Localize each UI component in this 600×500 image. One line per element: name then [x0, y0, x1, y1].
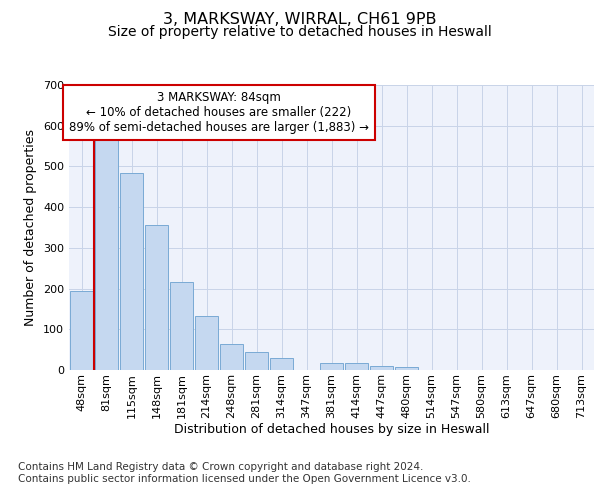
Bar	[95, 132, 118, 370]
Text: Distribution of detached houses by size in Heswall: Distribution of detached houses by size …	[174, 422, 490, 436]
Bar	[395, 366, 418, 370]
Bar	[245, 352, 268, 370]
Bar	[344, 363, 368, 370]
Bar	[145, 224, 169, 370]
Bar	[370, 366, 394, 370]
Bar	[170, 282, 193, 370]
Y-axis label: Number of detached properties: Number of detached properties	[25, 129, 37, 326]
Text: 3, MARKSWAY, WIRRAL, CH61 9PB: 3, MARKSWAY, WIRRAL, CH61 9PB	[163, 12, 437, 28]
Bar	[320, 363, 343, 370]
Bar	[194, 316, 218, 370]
Bar	[119, 174, 143, 370]
Bar	[220, 344, 244, 370]
Text: Size of property relative to detached houses in Heswall: Size of property relative to detached ho…	[108, 25, 492, 39]
Bar	[269, 358, 293, 370]
Bar	[70, 292, 94, 370]
Text: 3 MARKSWAY: 84sqm
← 10% of detached houses are smaller (222)
89% of semi-detache: 3 MARKSWAY: 84sqm ← 10% of detached hous…	[68, 90, 368, 134]
Text: Contains HM Land Registry data © Crown copyright and database right 2024.
Contai: Contains HM Land Registry data © Crown c…	[18, 462, 471, 484]
